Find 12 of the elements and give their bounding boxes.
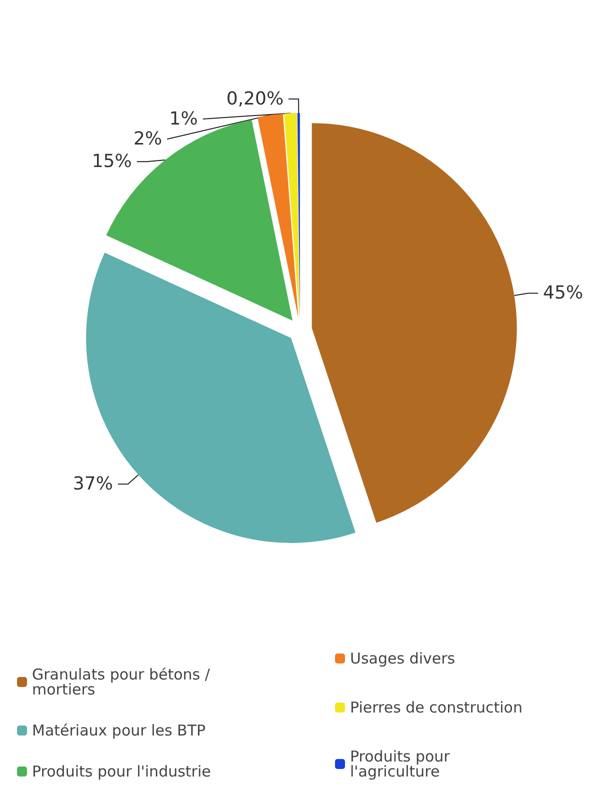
legend-label: Usages divers	[350, 650, 456, 668]
data-label: 2%	[134, 128, 162, 150]
data-label: 0,20%	[226, 88, 284, 110]
legend-label: Matériaux pour les BTP	[32, 722, 206, 740]
legend-label: Produits pour l'industrie	[32, 762, 211, 780]
data-label: 1%	[169, 108, 198, 130]
legend-label: Pierres de construction	[350, 698, 522, 716]
data-label: 37%	[72, 474, 113, 495]
data-label: 45%	[543, 282, 584, 304]
data-label: 15%	[92, 151, 132, 172]
legend-label: Produits pour l'agriculture	[350, 748, 455, 780]
legend-label: Granulats pour bétons / mortiers	[32, 666, 215, 698]
